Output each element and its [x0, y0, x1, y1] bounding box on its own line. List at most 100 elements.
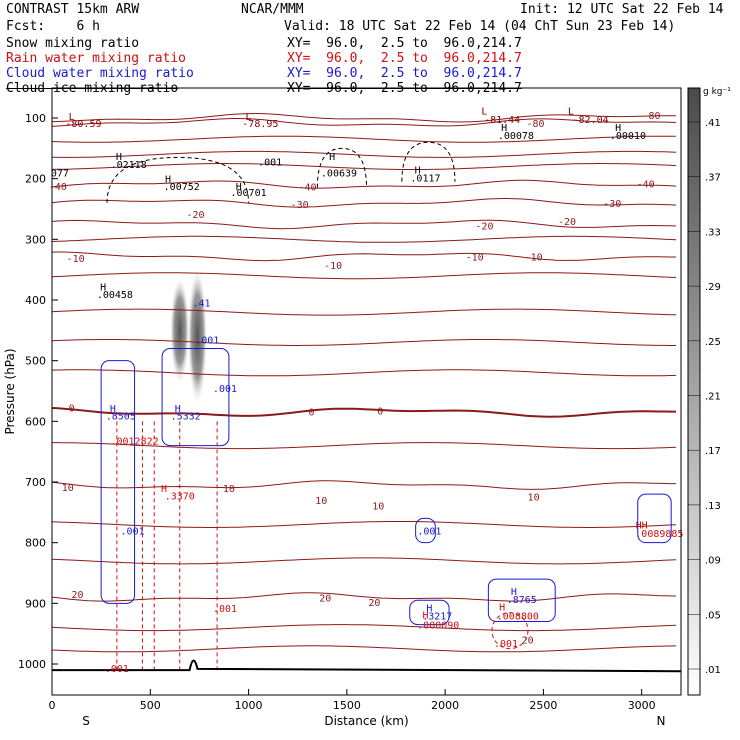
- cloud-ice-contour: [316, 147, 367, 188]
- isotherm-label: 0: [69, 403, 75, 414]
- contour-annotation: .001: [213, 604, 237, 615]
- x-tick-label: 500: [140, 699, 161, 712]
- left-endpoint-label: S: [82, 714, 90, 728]
- contour-annotation: H: [165, 175, 171, 186]
- isotherm-label: 0: [308, 408, 314, 419]
- colorbar-level-label: .25: [705, 337, 721, 348]
- colorbar-level-label: .21: [705, 392, 721, 403]
- contour-annotation: .3370: [165, 491, 195, 502]
- y-tick-label: 1000: [18, 658, 46, 671]
- contour-annotation: H: [110, 404, 116, 415]
- isotherm-line: [52, 219, 677, 230]
- contour-annotation: .3217: [422, 611, 452, 622]
- contour-annotation: H: [329, 152, 335, 163]
- contour-annotation: .00701: [231, 188, 267, 199]
- isotherm-line: [52, 198, 677, 208]
- contour-annotation: -82.04: [573, 115, 609, 126]
- isotherm-line: [52, 339, 676, 346]
- isotherm-line: [52, 557, 677, 565]
- plot-frame: [51, 87, 682, 696]
- field-rain-label: Rain water mixing ratio: [6, 51, 187, 66]
- contour-annotation: H: [236, 182, 242, 193]
- isotherm-label: -10: [525, 252, 543, 263]
- isotherm-label: 0: [377, 406, 383, 417]
- field-cloudwater-label: Cloud water mixing ratio: [6, 66, 194, 81]
- x-tick-label: 0: [49, 699, 56, 712]
- contour-annotation: .001: [213, 384, 237, 395]
- contour-annotation: H: [415, 166, 421, 177]
- contour-annotation: .00078: [498, 131, 534, 142]
- isotherm-line: [52, 308, 677, 316]
- contour-annotation: .00752: [164, 182, 200, 193]
- isotherm-label: 20: [368, 598, 380, 609]
- contour-annotation: .00010: [610, 131, 646, 142]
- isotherm-line: [52, 251, 676, 262]
- contour-annotation: -78.95: [242, 119, 278, 130]
- cloud-water-contour: [100, 360, 136, 604]
- contour-annotation: .001: [258, 158, 282, 169]
- x-tick-label: 1000: [235, 699, 263, 712]
- model-title: CONTRAST 15km ARW: [6, 2, 140, 17]
- isotherm-line: [52, 179, 677, 189]
- contour-annotation: .8765: [507, 595, 537, 606]
- contour-annotation: L: [568, 107, 574, 118]
- contour-annotation: -81.44: [484, 115, 520, 126]
- isotherm-line: [52, 118, 677, 127]
- rain-contour: [491, 612, 529, 650]
- isotherm-line: [52, 645, 677, 653]
- isotherm-label: 10: [372, 502, 384, 513]
- colorbar-level-label: .13: [705, 501, 721, 512]
- contour-annotation: H: [175, 404, 181, 415]
- colorbar-level-label: .37: [705, 173, 721, 184]
- colorbar-level-label: .17: [705, 446, 721, 457]
- isotherm-line: [52, 407, 676, 418]
- org-label: NCAR/MMM: [241, 2, 304, 17]
- contour-annotation: L: [246, 112, 252, 123]
- y-tick-label: 200: [25, 173, 46, 186]
- isotherm-label: 20: [319, 593, 331, 604]
- y-tick-label: 300: [25, 233, 46, 246]
- isotherm-label: -10: [324, 261, 342, 272]
- contour-annotation: L: [481, 107, 487, 118]
- isotherm-label: -20: [558, 217, 576, 228]
- field-snow-xy: XY= 96.0, 2.5 to 96.0,214.7: [287, 36, 522, 51]
- contour-annotation: 077: [51, 169, 69, 180]
- contour-annotation: H: [501, 123, 507, 134]
- isotherm-label: -20: [475, 221, 493, 232]
- isotherm-line: [52, 112, 677, 123]
- isotherm-label: 10: [528, 493, 540, 504]
- cloud-ice-contour: [106, 156, 250, 203]
- cloud-water-contour: [409, 599, 450, 626]
- contour-annotation: .8505: [106, 411, 136, 422]
- valid-time: Valid: 18 UTC Sat 22 Feb 14 (04 ChT Sun …: [284, 19, 676, 34]
- contour-annotation: .001: [494, 639, 518, 650]
- isotherm-label: -40: [49, 182, 67, 193]
- cloud-water-contour: [415, 517, 436, 544]
- terrain-line: [52, 659, 681, 673]
- cloud-water-contour: [161, 348, 230, 447]
- isotherm-label: -30: [603, 199, 621, 210]
- header: CONTRAST 15km ARW NCAR/MMM Init: 12 UTC …: [0, 0, 740, 100]
- contour-annotation: H: [100, 283, 106, 294]
- snow-max-label: .41: [192, 298, 210, 309]
- contour-annotation: .02118: [111, 160, 147, 171]
- colorbar-level-label: .01: [705, 665, 721, 676]
- isotherm-label: 20: [72, 590, 84, 601]
- snow-shading: [187, 266, 208, 407]
- cloud-water-contour: [637, 493, 672, 544]
- init-time: Init: 12 UTC Sat 22 Feb 14: [520, 2, 724, 17]
- isotherm-line: [52, 624, 677, 632]
- contour-annotation: .0089885: [635, 529, 683, 540]
- contour-annotation: H: [426, 604, 432, 615]
- x-tick-label: 1500: [333, 699, 361, 712]
- y-tick-label: 400: [25, 294, 46, 307]
- contour-annotation: .0012822: [110, 437, 158, 448]
- isotherm-line: [52, 135, 676, 143]
- contour-annotation: H: [161, 484, 167, 495]
- contour-annotation: -80.59: [65, 119, 101, 130]
- contour-annotation: .001: [121, 527, 145, 538]
- contour-annotation: .00458: [97, 290, 133, 301]
- contour-annotation: H: [116, 152, 122, 163]
- isotherm-label: -10: [466, 252, 484, 263]
- isotherm-line: [52, 272, 677, 280]
